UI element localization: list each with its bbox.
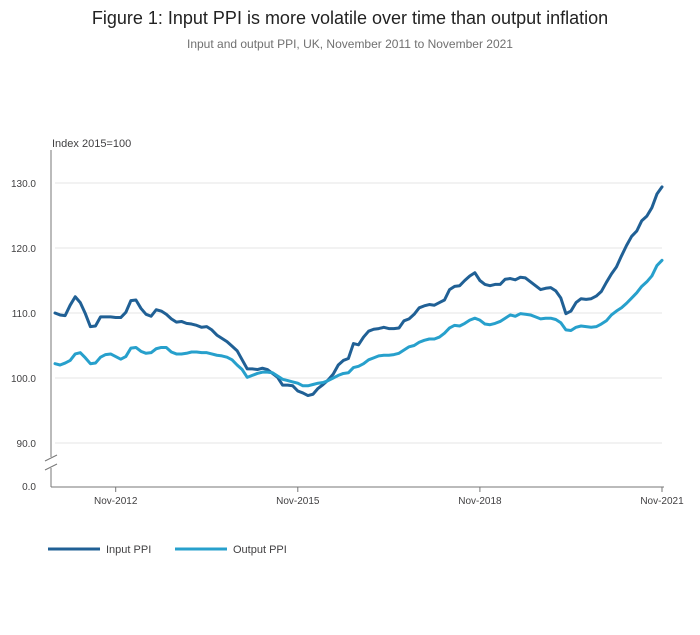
legend: Input PPI Output PPI [48, 544, 287, 556]
legend-label: Input PPI [106, 544, 151, 556]
y-tick-label: 100.0 [11, 374, 36, 385]
x-axis-ticks: Nov-2012 Nov-2015 Nov-2018 Nov-2021 [94, 487, 684, 507]
gridlines [55, 182, 662, 444]
y-tick-label: 0.0 [22, 482, 36, 493]
x-tick-label: Nov-2015 [276, 496, 320, 507]
y-tick-label: 90.0 [17, 439, 37, 450]
series-lines [53, 185, 664, 398]
axes [44, 150, 664, 488]
y-tick-label: 110.0 [12, 309, 37, 320]
y-axis-label: Index 2015=100 [52, 138, 131, 150]
y-axis-ticks: 130.0 120.0 110.0 100.0 90.0 0.0 [11, 179, 36, 493]
axis-break-mark [44, 463, 58, 471]
y-tick-label: 130.0 [11, 179, 36, 190]
axis-break-mark [44, 454, 58, 462]
legend-label: Output PPI [233, 544, 287, 556]
y-tick-label: 120.0 [11, 244, 36, 255]
series-line-input-ppi [53, 185, 664, 398]
x-tick-label: Nov-2018 [458, 496, 502, 507]
chart-title: Figure 1: Input PPI is more volatile ove… [92, 8, 608, 28]
x-tick-label: Nov-2012 [94, 496, 138, 507]
chart-subtitle: Input and output PPI, UK, November 2011 … [187, 37, 513, 51]
series-line-output-ppi [53, 258, 664, 388]
x-tick-label: Nov-2021 [640, 496, 684, 507]
